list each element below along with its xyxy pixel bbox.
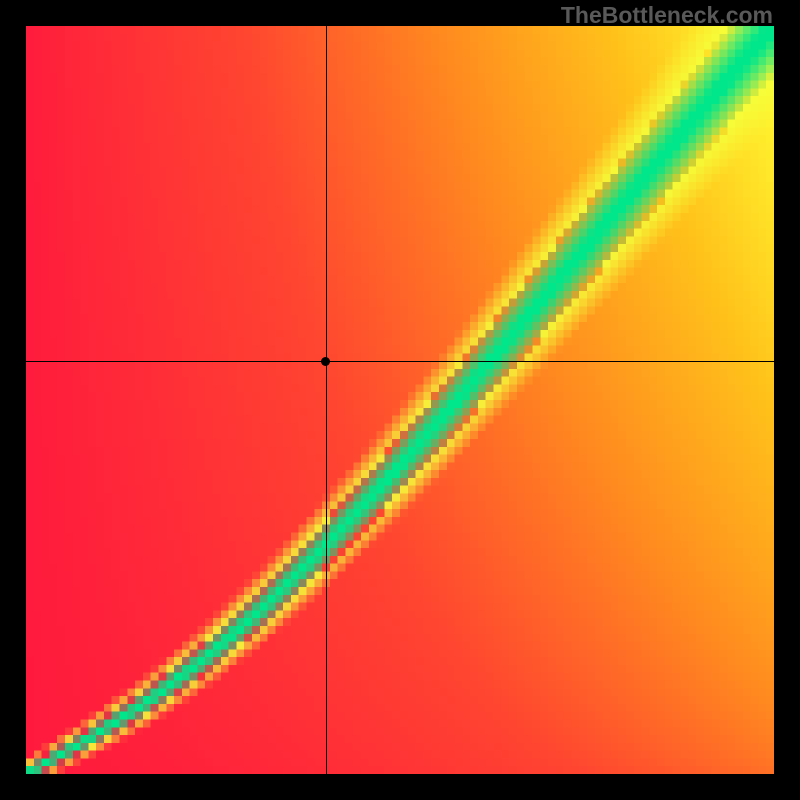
crosshair-point [321, 357, 330, 366]
heatmap-canvas [26, 26, 774, 774]
heatmap-container [26, 26, 774, 774]
crosshair-horizontal [26, 361, 774, 362]
crosshair-vertical [326, 26, 327, 774]
watermark-text: TheBottleneck.com [561, 2, 773, 29]
